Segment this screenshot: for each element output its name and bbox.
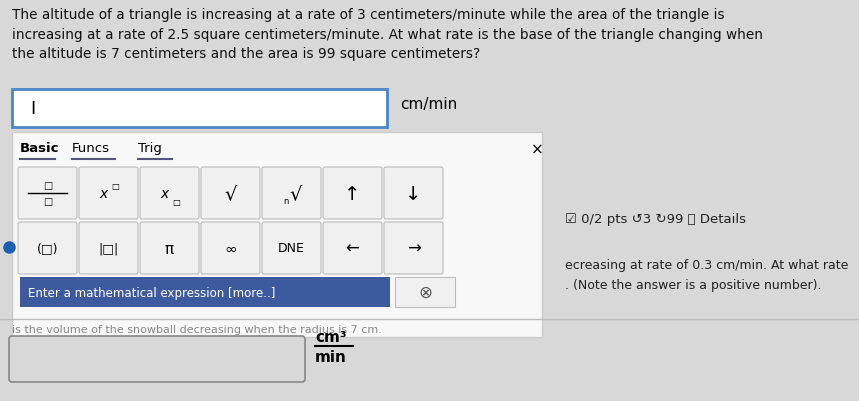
Text: |□|: |□| (99, 242, 119, 255)
Text: . (Note the answer is a positive number).: . (Note the answer is a positive number)… (565, 278, 821, 291)
Text: ←: ← (345, 239, 359, 257)
Text: □: □ (173, 197, 180, 206)
FancyBboxPatch shape (323, 223, 382, 274)
Text: √: √ (289, 184, 302, 203)
Text: Basic: Basic (20, 142, 59, 155)
Text: Trig: Trig (138, 142, 161, 155)
Text: (□): (□) (37, 242, 58, 255)
Text: n: n (283, 196, 288, 205)
Text: cm³: cm³ (315, 329, 347, 344)
FancyBboxPatch shape (201, 223, 260, 274)
FancyBboxPatch shape (18, 223, 77, 274)
Text: ⊗: ⊗ (418, 283, 432, 301)
FancyBboxPatch shape (12, 90, 387, 128)
FancyBboxPatch shape (20, 277, 390, 307)
Text: □: □ (43, 180, 52, 190)
FancyBboxPatch shape (79, 223, 138, 274)
Text: cm/min: cm/min (400, 97, 457, 112)
FancyBboxPatch shape (262, 168, 321, 219)
FancyBboxPatch shape (323, 168, 382, 219)
FancyBboxPatch shape (384, 223, 443, 274)
FancyBboxPatch shape (9, 336, 305, 382)
FancyBboxPatch shape (79, 168, 138, 219)
Text: ×: × (531, 142, 544, 157)
Text: min: min (315, 349, 347, 364)
Text: □: □ (43, 196, 52, 207)
Text: ecreasing at rate of 0.3 cm/min. At what rate: ecreasing at rate of 0.3 cm/min. At what… (565, 258, 849, 271)
Text: π: π (165, 241, 174, 256)
Text: is the volume of the snowball decreasing when the radius is 7 cm.: is the volume of the snowball decreasing… (12, 324, 382, 334)
Text: ∞: ∞ (224, 241, 237, 256)
Text: DNE: DNE (278, 242, 305, 255)
Text: ↓: ↓ (405, 184, 422, 203)
Text: √: √ (224, 184, 237, 203)
Text: I: I (30, 100, 35, 118)
Text: ↑: ↑ (344, 184, 361, 203)
FancyBboxPatch shape (384, 168, 443, 219)
Text: Enter a mathematical expression [more..]: Enter a mathematical expression [more..] (28, 286, 276, 299)
Text: □: □ (112, 181, 119, 190)
FancyBboxPatch shape (140, 168, 199, 219)
Text: x: x (100, 186, 107, 200)
Text: Funcs: Funcs (72, 142, 110, 155)
FancyBboxPatch shape (12, 133, 542, 337)
FancyBboxPatch shape (140, 223, 199, 274)
Text: ☑ 0/2 pts ↺3 ↻99 ⓘ Details: ☑ 0/2 pts ↺3 ↻99 ⓘ Details (565, 213, 746, 226)
FancyBboxPatch shape (18, 168, 77, 219)
FancyBboxPatch shape (262, 223, 321, 274)
Text: x: x (161, 186, 168, 200)
Text: The altitude of a triangle is increasing at a rate of 3 centimeters/minute while: The altitude of a triangle is increasing… (12, 8, 763, 61)
FancyBboxPatch shape (395, 277, 455, 307)
Text: →: → (406, 239, 420, 257)
FancyBboxPatch shape (201, 168, 260, 219)
